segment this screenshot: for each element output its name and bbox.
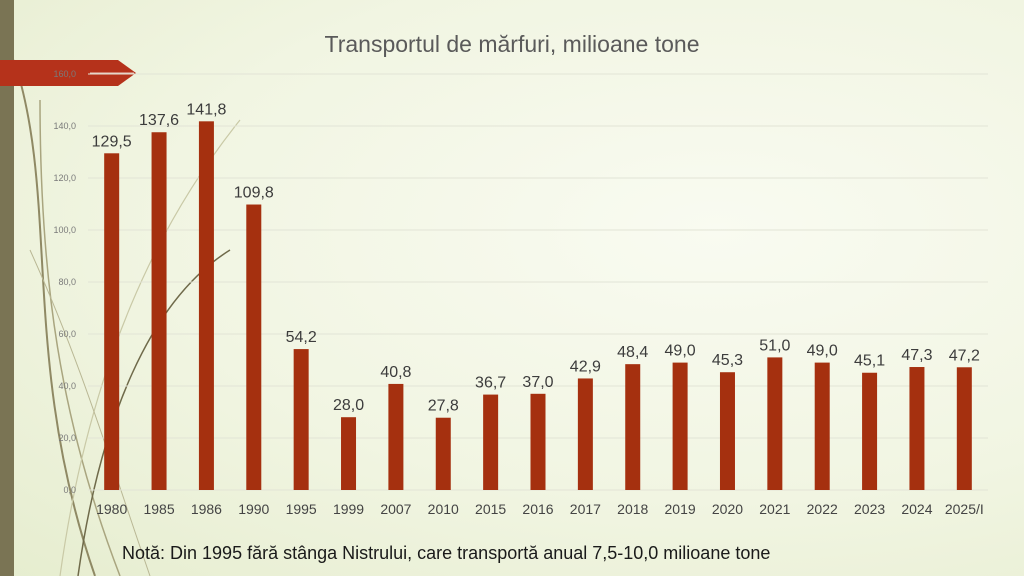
data-label: 45,3 xyxy=(712,352,743,369)
category-label: 1985 xyxy=(143,501,174,517)
category-label: 2022 xyxy=(807,501,838,517)
bar xyxy=(388,383,404,490)
bar xyxy=(767,357,783,490)
bar xyxy=(341,417,357,490)
data-label: 137,6 xyxy=(139,112,179,129)
category-label: 1999 xyxy=(333,501,364,517)
data-label: 47,2 xyxy=(949,347,980,364)
data-label: 42,9 xyxy=(570,358,601,375)
data-label: 109,8 xyxy=(234,185,274,202)
chart-title: Transportul de mărfuri, milioane tone xyxy=(324,31,700,57)
category-label: 1995 xyxy=(286,501,317,517)
category-label: 1986 xyxy=(191,501,222,517)
category-label: 2010 xyxy=(428,501,459,517)
category-label: 2021 xyxy=(759,501,790,517)
bar xyxy=(814,362,830,490)
data-label: 36,7 xyxy=(475,375,506,392)
data-label: 45,1 xyxy=(854,353,885,370)
category-label: 1990 xyxy=(238,501,269,517)
bar xyxy=(151,132,167,491)
data-label: 129,5 xyxy=(92,133,132,150)
y-tick-label: 120,0 xyxy=(53,173,76,183)
bar xyxy=(719,372,735,490)
y-tick-label: 40,0 xyxy=(58,381,76,391)
bar xyxy=(435,417,451,490)
y-axis-ticks: 0,0 20,0 40,0 60,0 80,0 100,0 120,0 140,0 160,0 xyxy=(53,69,76,495)
category-label: 2018 xyxy=(617,501,648,517)
bar xyxy=(293,349,309,490)
category-label: 1980 xyxy=(96,501,127,517)
bar xyxy=(198,121,214,490)
data-label: 47,3 xyxy=(901,347,932,364)
category-label: 2019 xyxy=(665,501,696,517)
bars xyxy=(104,121,972,491)
bar xyxy=(104,153,120,491)
bar xyxy=(862,372,878,490)
y-tick-label: 100,0 xyxy=(53,225,76,235)
y-tick-label: 20,0 xyxy=(58,433,76,443)
category-label: 2017 xyxy=(570,501,601,517)
bar xyxy=(625,364,641,490)
bar xyxy=(246,204,262,490)
category-label: 2025/I xyxy=(945,501,984,517)
y-tick-label: 140,0 xyxy=(53,121,76,131)
category-label: 2007 xyxy=(380,501,411,517)
bar xyxy=(483,394,499,490)
data-label: 141,8 xyxy=(186,101,226,118)
data-label: 48,4 xyxy=(617,344,648,361)
data-labels: 129,5 137,6 141,8 109,8 54,2 28,0 40,8 27,8 36,7… xyxy=(92,101,980,414)
data-label: 54,2 xyxy=(286,329,317,346)
y-tick-label: 80,0 xyxy=(58,277,76,287)
data-label: 51,0 xyxy=(759,337,790,354)
y-tick-label: 160,0 xyxy=(53,69,76,79)
title-arrow-shape xyxy=(0,60,136,86)
category-label: 2015 xyxy=(475,501,506,517)
bar xyxy=(956,367,972,490)
data-label: 49,0 xyxy=(665,343,696,360)
bar xyxy=(577,378,593,490)
y-tick-label: 0,0 xyxy=(63,485,76,495)
bar xyxy=(909,367,925,490)
data-label: 40,8 xyxy=(380,364,411,381)
data-label: 28,0 xyxy=(333,397,364,414)
data-label: 27,8 xyxy=(428,398,459,415)
data-label: 49,0 xyxy=(807,343,838,360)
category-label: 2020 xyxy=(712,501,743,517)
left-accent-bar xyxy=(0,0,14,576)
category-label: 2024 xyxy=(901,501,932,517)
category-label: 2016 xyxy=(522,501,553,517)
bar xyxy=(672,362,688,490)
category-label: 2023 xyxy=(854,501,885,517)
y-tick-label: 60,0 xyxy=(58,329,76,339)
category-labels: 1980 1985 1986 1990 1995 1999 2007 2010 2015 2016… xyxy=(96,501,984,517)
data-label: 37,0 xyxy=(522,374,553,391)
bar xyxy=(530,393,546,490)
footnote: Notă: Din 1995 fără stânga Nistrului, ca… xyxy=(122,543,771,563)
